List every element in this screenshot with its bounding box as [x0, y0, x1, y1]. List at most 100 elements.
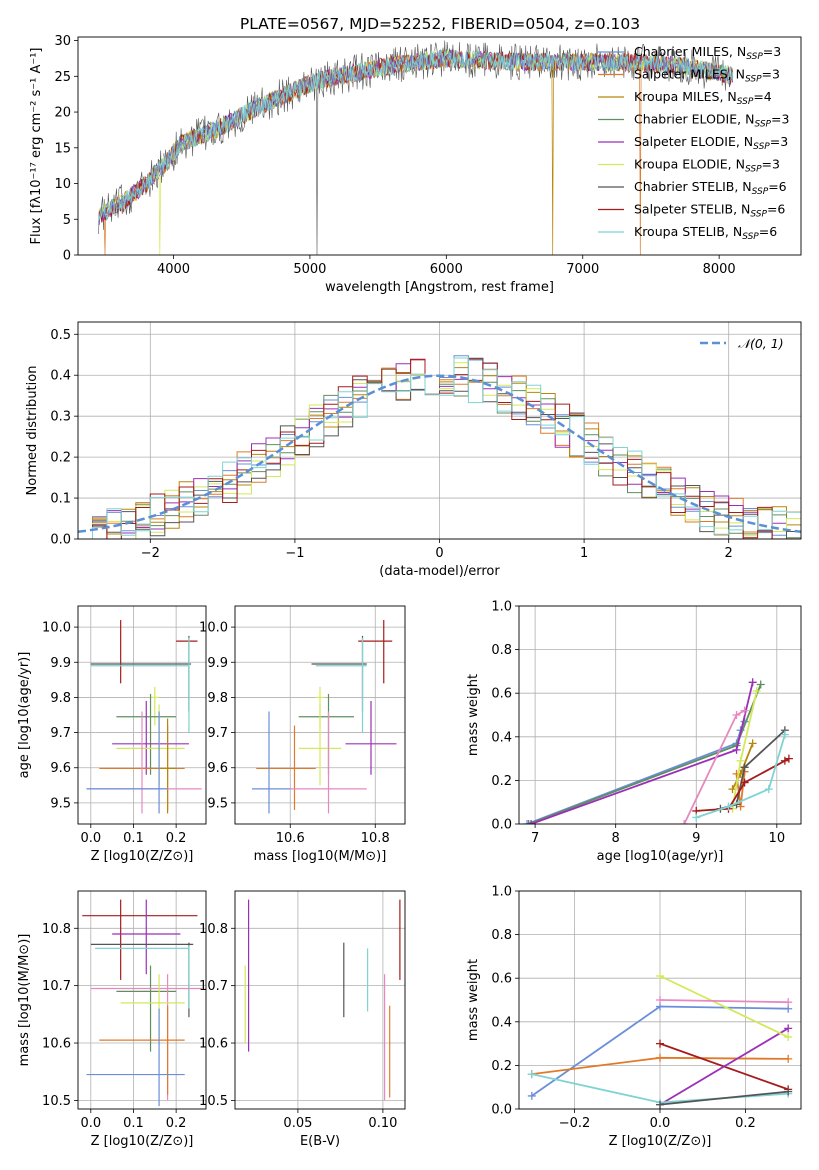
- x-tick-label: 0.10: [368, 1116, 397, 1131]
- weight-marker: [692, 813, 701, 822]
- x-tick-label: 10: [769, 831, 786, 846]
- weight-line: [683, 709, 746, 824]
- x-tick-label: 5000: [293, 262, 326, 277]
- x-tick-label: 0.2: [166, 1116, 187, 1131]
- y-tick-label: 0.6: [491, 687, 512, 702]
- y-axis-label: mass weight: [466, 959, 481, 1041]
- x-tick-label: 10.6: [276, 831, 305, 846]
- y-tick-label: 0.8: [491, 643, 512, 658]
- axes-frame: [77, 321, 802, 540]
- y-tick-label: 10: [54, 177, 71, 192]
- panel-Z-age: 0.0 0.1 0.2 9.5 9.6 9.7 9.8 9.9 10.0 Z [log10(Z/Z…: [17, 605, 207, 864]
- plot-area: [523, 678, 793, 824]
- y-tick-label: 10.7: [42, 979, 71, 994]
- x-tick-label: 4000: [157, 262, 190, 277]
- axes-frame: [518, 890, 802, 1110]
- panel-age-weights: 7 8 9 10 0.0 0.2 0.4 0.6 0.8 1.0 age [log10(age/yr…: [466, 600, 802, 864]
- y-axis-label: Normed distribution: [25, 366, 40, 496]
- plot-area: [98, 40, 734, 255]
- plot-area: [527, 972, 793, 1109]
- weight-marker: [732, 745, 741, 754]
- y-tick-label: 9.8: [207, 691, 228, 706]
- weight-line: [659, 1027, 789, 1106]
- axes-frame: [234, 605, 406, 825]
- axes-frame: [77, 36, 802, 256]
- legend-entry: Chabrier ELODIE, NSSP=3: [634, 112, 789, 130]
- legend-entry: Chabrier MILES, NSSP=3: [634, 44, 781, 62]
- axes-frame: [77, 605, 207, 825]
- x-tick-label: 7000: [566, 262, 599, 277]
- y-axis-label: mass [log10(M/M⊙)]: [17, 934, 32, 1067]
- plot-area: [82, 899, 202, 1107]
- weight-marker: [780, 756, 789, 765]
- legend-entry: Chabrier STELIB, NSSP=6: [634, 179, 787, 197]
- panel-spectrum: 4000 5000 6000 7000 8000 0 5 10 15 20 25 30 waveleng…: [29, 34, 802, 295]
- y-tick-label: 10.5: [199, 1094, 228, 1109]
- weight-marker: [784, 1033, 793, 1042]
- weight-marker: [527, 820, 536, 824]
- weight-marker: [736, 756, 745, 765]
- legend-entry: 𝒩(0, 1): [738, 336, 784, 351]
- x-axis-label: Z [log10(Z/Z⊙)]: [91, 1134, 194, 1149]
- weight-marker: [523, 820, 532, 824]
- y-tick-label: 10.0: [42, 621, 71, 636]
- plot-area: [86, 620, 202, 814]
- x-tick-label: 7: [531, 831, 539, 846]
- y-tick-label: 25: [54, 70, 71, 85]
- histogram-step: [78, 357, 801, 539]
- weight-marker: [784, 1054, 793, 1063]
- panel-EBV-mass: 0.05 0.10 10.5 10.6 10.7 10.8 E(B-V): [199, 890, 406, 1149]
- weight-marker: [527, 1070, 536, 1079]
- spectrum-line: [98, 49, 734, 225]
- figure-title: PLATE=0567, MJD=52252, FIBERID=0504, z=0…: [240, 15, 640, 33]
- x-axis-label: Z [log10(Z/Z⊙)]: [91, 849, 194, 864]
- y-tick-label: 9.9: [50, 656, 71, 671]
- x-tick-label: 9: [692, 831, 700, 846]
- x-tick-label: 0.2: [166, 831, 187, 846]
- y-tick-label: 0.4: [491, 730, 512, 745]
- y-tick-label: 9.7: [207, 726, 228, 741]
- y-tick-label: 1.0: [491, 885, 512, 900]
- x-axis-label: mass [log10(M/M⊙)]: [254, 849, 387, 864]
- legend-entry: Kroupa MILES, NSSP=4: [634, 89, 772, 107]
- legend-entry: Salpeter ELODIE, NSSP=3: [634, 134, 788, 152]
- y-tick-label: 9.7: [50, 726, 71, 741]
- x-tick-label: 2: [725, 546, 733, 561]
- y-tick-label: 10.8: [199, 922, 228, 937]
- weight-marker: [784, 754, 793, 763]
- weight-line: [530, 682, 754, 824]
- weight-marker: [764, 785, 773, 794]
- y-tick-label: 0.5: [50, 328, 71, 343]
- x-tick-label: 0.2: [735, 1116, 756, 1131]
- legend-entry: Kroupa ELODIE, NSSP=3: [634, 157, 780, 175]
- x-tick-label: 0.1: [123, 831, 144, 846]
- weight-marker: [748, 739, 757, 748]
- y-tick-label: 9.5: [207, 796, 228, 811]
- y-axis-label: age [log10(age/yr)]: [17, 652, 32, 779]
- y-tick-label: 0.2: [50, 451, 71, 466]
- x-tick-label: 0.05: [283, 1116, 312, 1131]
- weight-marker: [736, 802, 745, 811]
- gaussian-curve: [78, 374, 801, 534]
- y-tick-label: 30: [54, 34, 71, 49]
- x-tick-label: −2: [141, 546, 160, 561]
- weight-line: [696, 734, 786, 819]
- x-tick-label: 0.0: [650, 1116, 671, 1131]
- x-axis-label: E(B-V): [300, 1134, 340, 1149]
- y-tick-label: 10.7: [199, 979, 228, 994]
- y-tick-label: 0.3: [50, 410, 71, 425]
- y-tick-label: 9.6: [207, 761, 228, 776]
- y-tick-label: 20: [54, 106, 71, 121]
- y-tick-label: 0: [63, 249, 71, 264]
- weight-marker: [656, 972, 664, 981]
- y-tick-label: 5: [63, 213, 71, 228]
- weight-marker: [748, 678, 757, 687]
- legend-entry: Salpeter MILES, NSSP=3: [634, 67, 780, 85]
- weight-marker: [740, 763, 749, 772]
- x-tick-label: 10.8: [361, 831, 390, 846]
- weight-marker: [524, 820, 533, 824]
- y-tick-label: 0.2: [491, 1059, 512, 1074]
- y-tick-label: 10.5: [42, 1094, 71, 1109]
- axes-frame: [518, 605, 802, 825]
- weight-marker: [680, 820, 689, 824]
